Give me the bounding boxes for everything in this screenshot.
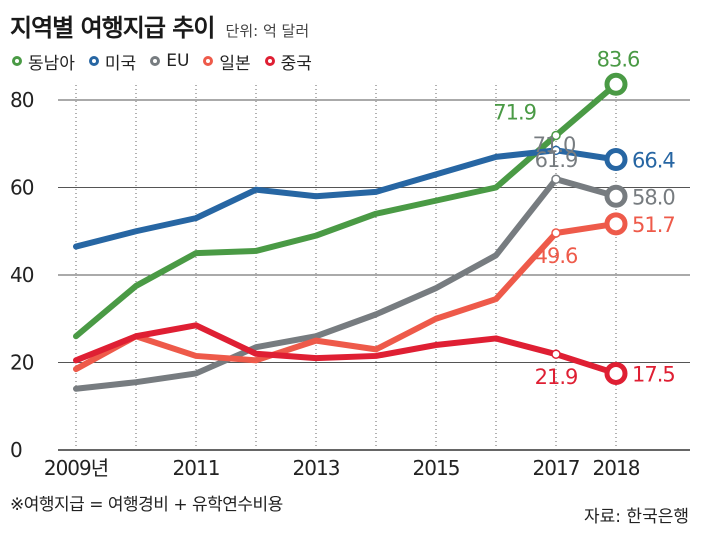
- footnote: ※여행지급 = 여행경비 + 유학연수비용: [10, 495, 283, 515]
- data-label: 71.9: [493, 100, 536, 124]
- legend-marker: [264, 56, 275, 66]
- data-label: 21.9: [535, 365, 578, 389]
- series-line: [73, 81, 619, 340]
- data-label: 49.6: [535, 244, 578, 268]
- chart-title: 지역별 여행지급 추이: [10, 14, 215, 42]
- data-label: 83.6: [597, 47, 640, 71]
- point-marker: [551, 228, 561, 238]
- point-marker: [604, 184, 628, 208]
- series-line: [73, 322, 619, 377]
- point-marker: [604, 361, 628, 385]
- x-tick-label: 2013: [293, 456, 340, 480]
- source-note: 자료: 한국은행: [584, 507, 689, 527]
- data-label: 58.0: [632, 185, 675, 209]
- data-label: 17.5: [632, 362, 675, 386]
- legend-label: EU: [166, 51, 190, 71]
- legend-item: 중국: [264, 49, 312, 74]
- point-marker: [551, 130, 561, 141]
- series-line: [73, 147, 619, 250]
- legend-marker: [203, 56, 214, 66]
- title-row: 지역별 여행지급 추이 단위: 억 달러: [10, 8, 309, 42]
- legend-label: 미국: [104, 53, 137, 74]
- point-marker: [551, 145, 561, 156]
- series-line: [73, 220, 619, 373]
- legend-label: 중국: [280, 53, 312, 74]
- data-label: 61.9: [535, 148, 578, 172]
- data-label: 66.4: [632, 149, 675, 173]
- point-marker: [551, 174, 561, 184]
- legend-marker: [12, 56, 22, 66]
- point-marker: [604, 72, 628, 96]
- legend: 동남아 미국 EU 일본 중국: [12, 48, 326, 74]
- y-tick-label: 0: [10, 438, 22, 462]
- chart-unit: 단위: 억 달러: [225, 22, 310, 40]
- legend-item: EU: [150, 51, 189, 71]
- y-tick-label: 80: [10, 88, 34, 112]
- x-tick-label: 2017: [533, 456, 580, 480]
- data-label: 71.0: [533, 133, 576, 157]
- point-marker: [551, 349, 561, 359]
- point-marker: [604, 148, 628, 171]
- legend-marker: [88, 56, 99, 66]
- legend-label: 동남아: [28, 53, 75, 74]
- y-tick-label: 40: [10, 263, 34, 287]
- x-tick-label: 2018: [593, 456, 640, 480]
- series-line: [73, 176, 619, 392]
- legend-item: 일본: [203, 49, 251, 74]
- legend-item: 동남아: [12, 49, 75, 74]
- x-tick-label: 2011: [173, 456, 220, 480]
- x-tick-label: 2015: [413, 456, 460, 480]
- point-marker: [604, 212, 628, 236]
- x-tick-label: 2009년: [44, 456, 108, 480]
- legend-label: 일본: [219, 53, 251, 74]
- data-label: 51.7: [632, 213, 675, 237]
- legend-item: 미국: [88, 49, 137, 74]
- legend-marker: [150, 56, 161, 66]
- y-tick-label: 60: [10, 176, 34, 200]
- y-tick-label: 20: [10, 351, 34, 375]
